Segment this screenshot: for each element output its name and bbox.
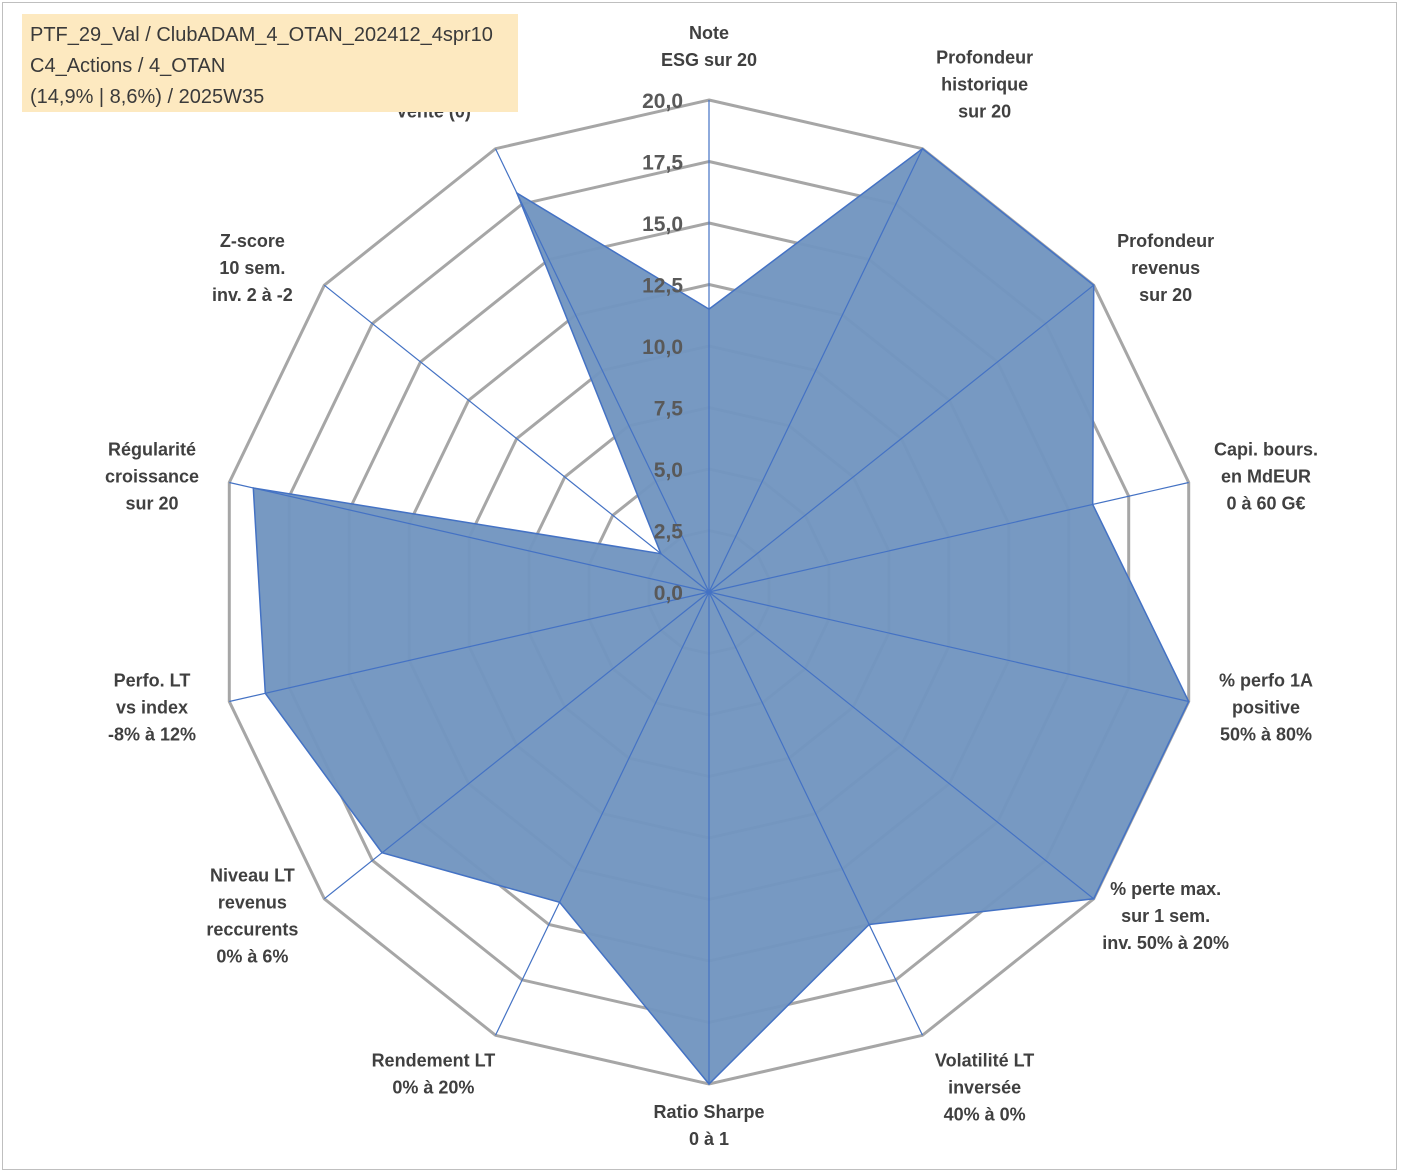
- axis-label-line: sur 20: [1139, 285, 1192, 305]
- axis-spoke: [494, 148, 710, 593]
- radar-spokes: [229, 100, 1189, 1084]
- axis-label: % perfo 1A positive 50% à 80%: [1219, 671, 1313, 745]
- axis-label-line: inversée: [948, 1078, 1021, 1098]
- axis-label-line: Capi. bours.: [1214, 439, 1318, 459]
- axis-label-line: -8% à 12%: [108, 725, 196, 745]
- axis-label-line: Perfo. LT: [114, 671, 191, 691]
- axis-spoke: [708, 591, 1095, 900]
- axis-label-line: sur 20: [125, 493, 178, 513]
- tick-label: 5,0: [654, 459, 683, 482]
- axis-label-line: croissance: [105, 466, 199, 486]
- info-line-2: C4_Actions / 4_OTAN: [30, 55, 226, 77]
- axis-label-line: Volatilité LT: [935, 1051, 1034, 1071]
- axis-label: Z-score 10 sem. inv. 2 à -2: [212, 231, 293, 305]
- axis-label-line: 10 sem.: [219, 258, 285, 278]
- axis-label-line: en MdEUR: [1221, 466, 1311, 486]
- axis-label-line: Profondeur: [936, 48, 1033, 68]
- axis-label-line: inv. 2 à -2: [212, 285, 293, 305]
- axis-label: Profondeur revenus sur 20: [1117, 231, 1214, 305]
- axis-label-line: 0 à 60 G€: [1226, 493, 1305, 513]
- axis-label-line: % perfo 1A: [1219, 671, 1313, 691]
- tick-label: 20,0: [642, 90, 683, 113]
- axis-label-line: sur 1 sem.: [1121, 906, 1210, 926]
- axis-spoke: [708, 591, 1189, 703]
- axis-label: Volatilité LT inversée 40% à 0%: [935, 1051, 1034, 1125]
- info-line-3: (14,9% | 8,6%) / 2025W35: [30, 86, 265, 108]
- radar-tick-labels: 0,0 2,5 5,0 7,5 10,0 12,5 15,0 17,5 20,0: [642, 90, 683, 605]
- axis-label-line: Ratio Sharpe: [653, 1102, 764, 1122]
- axis-spoke: [323, 591, 710, 900]
- axis-label: Rendement LT 0% à 20%: [372, 1051, 496, 1098]
- axis-label-line: positive: [1232, 698, 1300, 718]
- radar-axis-labels: Note ESG sur 20 Profondeur historique sur 20…: [105, 23, 1318, 1149]
- axis-spoke: [708, 284, 1095, 593]
- axis-label-line: ESG sur 20: [661, 50, 757, 70]
- axis-label: Profondeur historique sur 20: [936, 48, 1033, 122]
- axis-spoke: [229, 481, 710, 593]
- axis-spoke: [494, 591, 710, 1036]
- axis-label-line: reccurents: [206, 920, 298, 940]
- info-line-1: PTF_29_Val / ClubADAM_4_OTAN_202412_4spr…: [30, 24, 493, 46]
- axis-spoke: [229, 591, 710, 703]
- axis-spoke: [708, 481, 1189, 593]
- axis-label-line: Profondeur: [1117, 231, 1214, 251]
- axis-label: Régularité croissance sur 20: [105, 439, 199, 513]
- axis-label-line: inv. 50% à 20%: [1102, 933, 1229, 953]
- axis-label: Ratio Sharpe 0 à 1: [653, 1102, 764, 1149]
- axis-label-line: 0% à 20%: [392, 1078, 474, 1098]
- axis-label-line: Z-score: [220, 231, 285, 251]
- axis-label: % perte max. sur 1 sem. inv. 50% à 20%: [1102, 879, 1229, 953]
- axis-label-line: sur 20: [958, 102, 1011, 122]
- axis-label-line: 40% à 0%: [944, 1105, 1026, 1125]
- axis-label-line: revenus: [218, 893, 287, 913]
- axis-label-line: vs index: [116, 698, 188, 718]
- axis-label-line: historique: [941, 75, 1028, 95]
- axis-label: Note ESG sur 20: [661, 23, 757, 70]
- tick-label: 10,0: [642, 336, 683, 359]
- tick-label: 0,0: [654, 582, 683, 605]
- axis-label-line: Note: [689, 23, 729, 43]
- axis-label-line: % perte max.: [1110, 879, 1221, 899]
- tick-label: 12,5: [642, 275, 683, 298]
- axis-label-line: Rendement LT: [372, 1051, 496, 1071]
- axis-label-line: Régularité: [108, 439, 196, 459]
- axis-label-line: 50% à 80%: [1220, 725, 1312, 745]
- axis-spoke: [323, 284, 710, 593]
- tick-label: 7,5: [654, 398, 684, 421]
- axis-label-line: 0 à 1: [689, 1129, 729, 1149]
- axis-label: Capi. bours. en MdEUR 0 à 60 G€: [1214, 439, 1318, 513]
- axis-label: Niveau LT revenus reccurents 0% à 6%: [206, 866, 298, 967]
- axis-spoke: [708, 591, 924, 1036]
- axis-label: Perfo. LT vs index -8% à 12%: [108, 671, 196, 745]
- axis-label-line: revenus: [1131, 258, 1200, 278]
- axis-label-line: 0% à 6%: [216, 947, 288, 967]
- axis-label-line: Niveau LT: [210, 866, 295, 886]
- info-box: PTF_29_Val / ClubADAM_4_OTAN_202412_4spr…: [22, 14, 518, 112]
- tick-label: 15,0: [642, 213, 683, 236]
- tick-label: 17,5: [642, 152, 683, 175]
- axis-spoke: [708, 148, 924, 593]
- tick-label: 2,5: [654, 521, 684, 544]
